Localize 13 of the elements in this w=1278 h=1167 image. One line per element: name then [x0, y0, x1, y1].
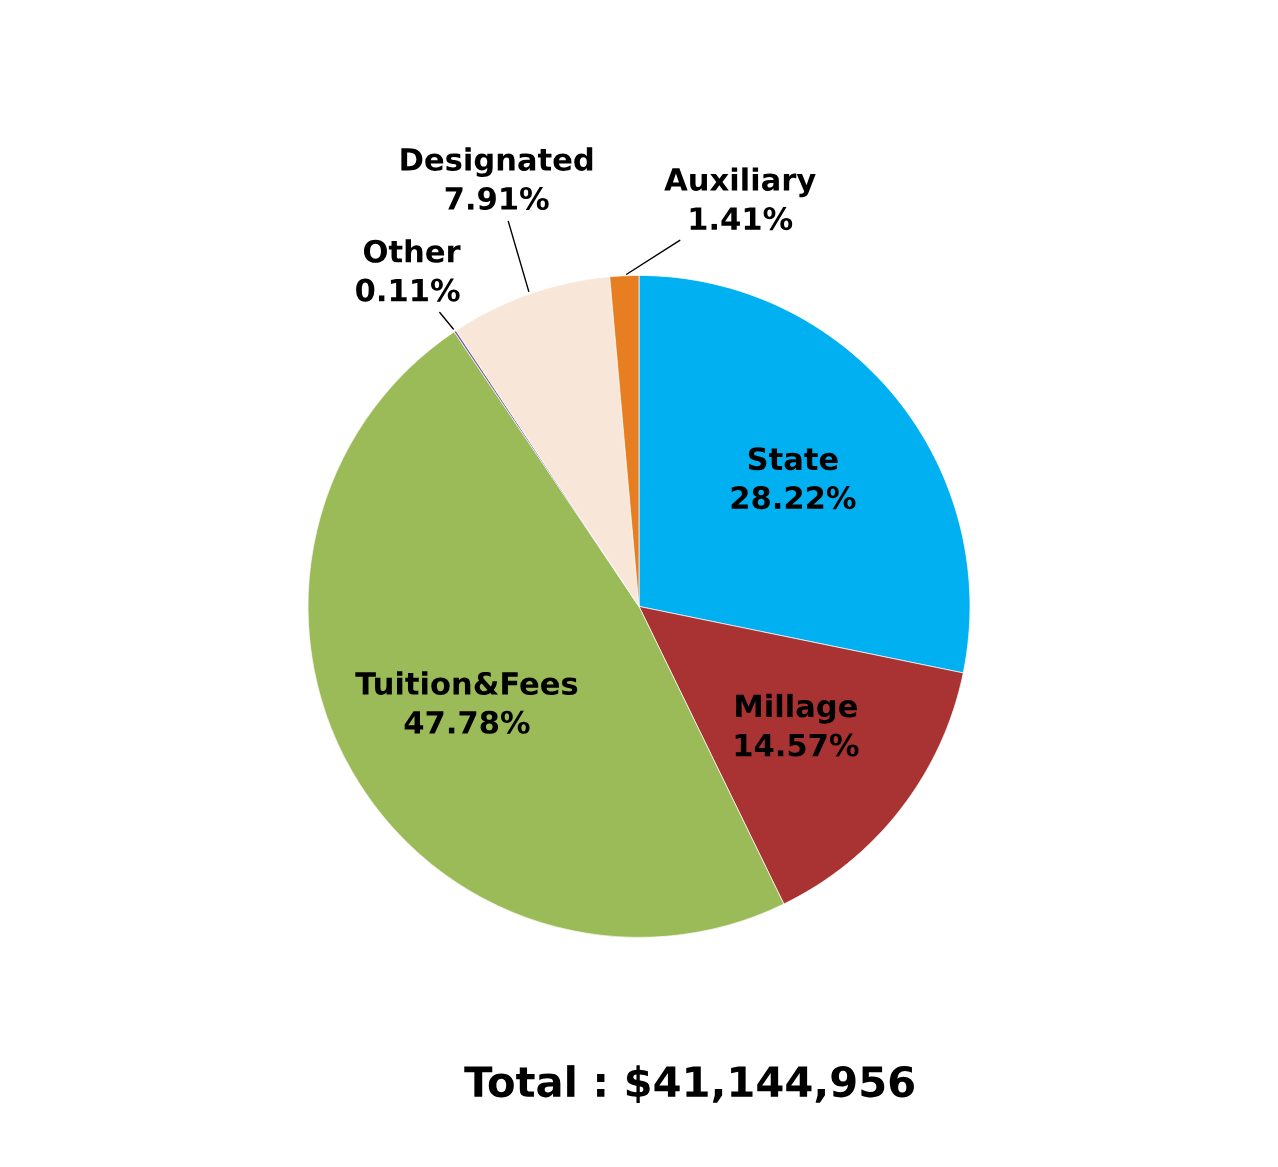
data-label: 47.78%	[404, 710, 530, 734]
slice-label: Other	[364, 239, 461, 263]
slice-label: Auxiliary	[664, 167, 816, 198]
data-label: 1.41%	[690, 207, 793, 231]
slice-label: Millage	[736, 693, 857, 724]
text: Total : $41,144,956	[464, 1065, 914, 1103]
data-label: 7.91%	[445, 186, 549, 211]
slice-label: State	[748, 447, 838, 471]
data-label: 14.57%	[735, 733, 859, 757]
slice-label: Designated	[401, 147, 593, 178]
data-label: 28.22%	[731, 486, 856, 510]
slice-label: Tuition&Fees	[355, 671, 578, 696]
data-label: 0.11%	[356, 278, 460, 302]
